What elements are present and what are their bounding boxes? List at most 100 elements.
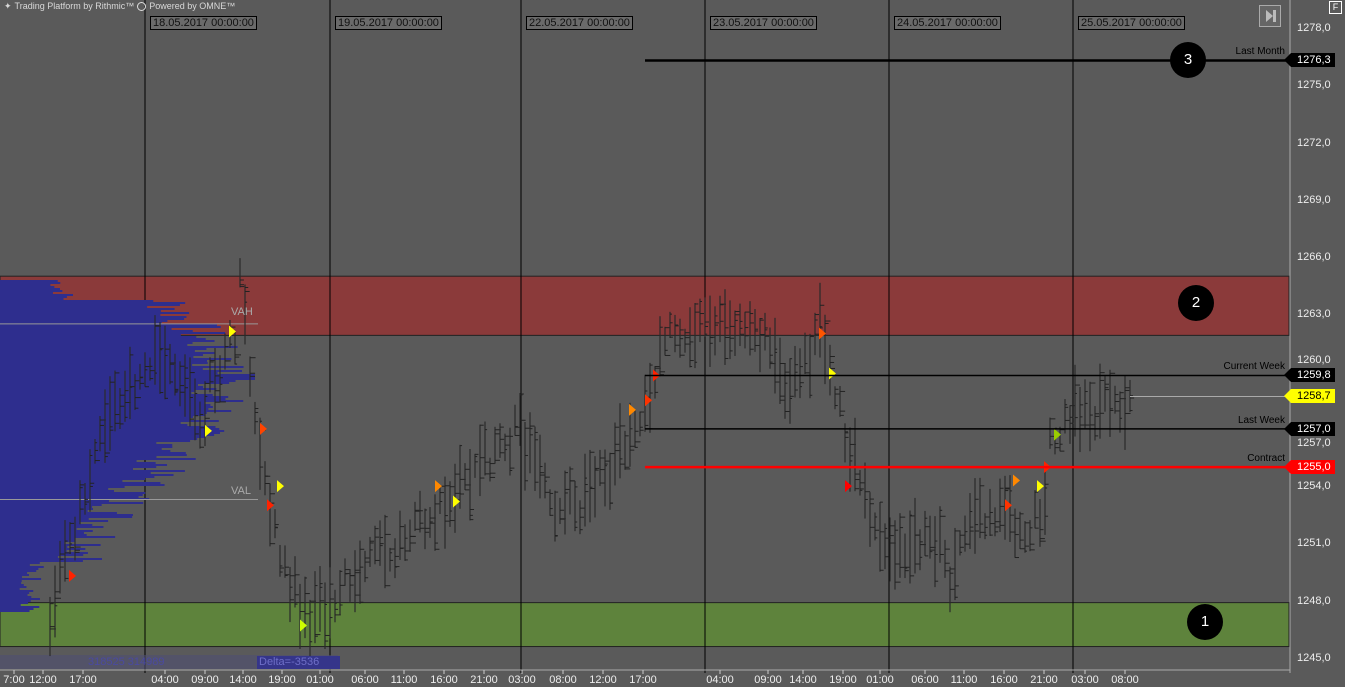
volume-profile-bar (0, 490, 115, 492)
volume-profile-bar (0, 290, 63, 292)
volume-profile-bar (0, 284, 51, 286)
price-axis-label: 1275,0 (1297, 79, 1331, 92)
volume-profile-bar (0, 568, 39, 570)
volume-profile-bar (0, 556, 58, 558)
volume-profile-bar (0, 334, 181, 336)
volume-profile-bar (0, 476, 155, 478)
footprint-highlight (453, 495, 460, 508)
volume-profile-bar (0, 478, 146, 480)
volume-profile-bar (0, 582, 22, 584)
volume-profile-bar (0, 286, 55, 288)
volume-profile-bar (0, 504, 102, 506)
volume-profile-bar (0, 342, 193, 344)
volume-profile-bar (0, 462, 156, 464)
skip-to-end-button[interactable] (1259, 5, 1281, 27)
price-axis-label: 1266,0 (1297, 251, 1331, 264)
volume-profile-bar (0, 448, 162, 450)
volume-profile-bar (0, 280, 58, 282)
volume-profile-bar (0, 586, 27, 588)
level-price-tag: 1259,8 (1284, 368, 1335, 383)
volume-profile-bar (0, 372, 218, 374)
vah-label: VAH (231, 306, 253, 318)
volume-profile-bar (0, 296, 67, 298)
volume-profile-bar (0, 580, 22, 582)
time-tick-label: 11:00 (390, 674, 418, 686)
time-tick-label: 19:00 (829, 674, 857, 686)
volume-profile-bar (0, 496, 139, 498)
volume-profile-bar (0, 480, 123, 482)
footprint-highlight (829, 367, 836, 380)
time-tick-label: 21:00 (1030, 674, 1058, 686)
volume-profile-bar (0, 548, 86, 550)
volume-profile-bar (0, 566, 44, 568)
volume-profile-bar (0, 498, 150, 500)
time-tick-label: 14:00 (789, 674, 817, 686)
volume-profile-bar (0, 414, 205, 416)
volume-profile-bar (0, 374, 255, 376)
price-axis-label: 1248,0 (1297, 594, 1331, 607)
volume-profile-bar (0, 532, 84, 534)
volume-profile-bar (0, 572, 28, 574)
marker-zone-1: 1 (1187, 604, 1223, 640)
footprint-highlight (267, 499, 274, 512)
profile-delta: Delta=-3536 (257, 656, 340, 669)
volume-profile-bar (0, 606, 40, 608)
volume-profile-bar (0, 564, 30, 566)
time-tick-label: 11:00 (950, 674, 978, 686)
volume-profile-bar (0, 324, 217, 326)
time-tick-label: 16:00 (430, 674, 458, 686)
volume-profile-bar (0, 380, 236, 382)
volume-profile-bar (0, 288, 60, 290)
price-axis-label: 1254,0 (1297, 480, 1331, 493)
time-tick-label: 03:00 (1071, 674, 1099, 686)
volume-profile-bar (0, 356, 194, 358)
volume-profile-bar (0, 400, 244, 402)
date-label: 18.05.2017 00:00:00 (150, 16, 257, 30)
volume-profile-bar (0, 436, 206, 438)
price-axis-label: 1245,0 (1297, 652, 1331, 664)
volume-profile-bar (0, 538, 75, 540)
volume-profile-bar (0, 492, 146, 494)
volume-profile-bar (0, 426, 216, 428)
volume-profile-bar (0, 550, 67, 552)
volume-profile-bar (0, 418, 190, 420)
volume-profile-bar (0, 546, 68, 548)
zone-1 (0, 602, 1290, 648)
f-button[interactable]: F (1329, 1, 1342, 14)
volume-profile-bar (0, 376, 255, 378)
volume-profile-bar (0, 486, 125, 488)
volume-profile-bar (0, 472, 151, 474)
time-tick-label: 09:00 (191, 674, 219, 686)
volume-profile-bar (0, 610, 30, 612)
volume-profile-bar (0, 294, 73, 296)
volume-profile-bar (0, 456, 157, 458)
val-label: VAL (231, 485, 251, 497)
footprint-highlight (819, 327, 826, 340)
volume-profile-bar (0, 318, 185, 320)
volume-profile-bar (0, 574, 30, 576)
volume-profile-bar (0, 396, 229, 398)
volume-profile-bar (0, 352, 215, 354)
volume-profile-bar (0, 502, 144, 504)
time-tick-label: 03:00 (508, 674, 536, 686)
volume-profile-bar (0, 338, 206, 340)
time-tick-label: 06:00 (351, 674, 379, 686)
volume-profile-bar (0, 600, 31, 602)
marker-zone-2: 2 (1178, 285, 1214, 321)
volume-profile-bar (0, 408, 209, 410)
app-header: ✦ Trading Platform by Rithmic™ Powered by … (4, 1, 238, 12)
volume-profile-bar (0, 316, 187, 318)
volume-profile-bar (0, 412, 207, 414)
profile-summary-bar (0, 655, 338, 669)
volume-profile-bar (0, 330, 193, 332)
footprint-highlight (229, 325, 236, 338)
volume-profile-bar (0, 530, 93, 532)
volume-profile-bar (0, 326, 221, 328)
volume-profile-bar (0, 540, 76, 542)
powered-label: Powered by OMNE™ (149, 1, 236, 11)
volume-profile-bar (0, 520, 109, 522)
level-name: Last Month (1235, 46, 1285, 58)
time-tick-label: 7:00 (3, 674, 25, 686)
volume-profile-bar (0, 354, 203, 356)
